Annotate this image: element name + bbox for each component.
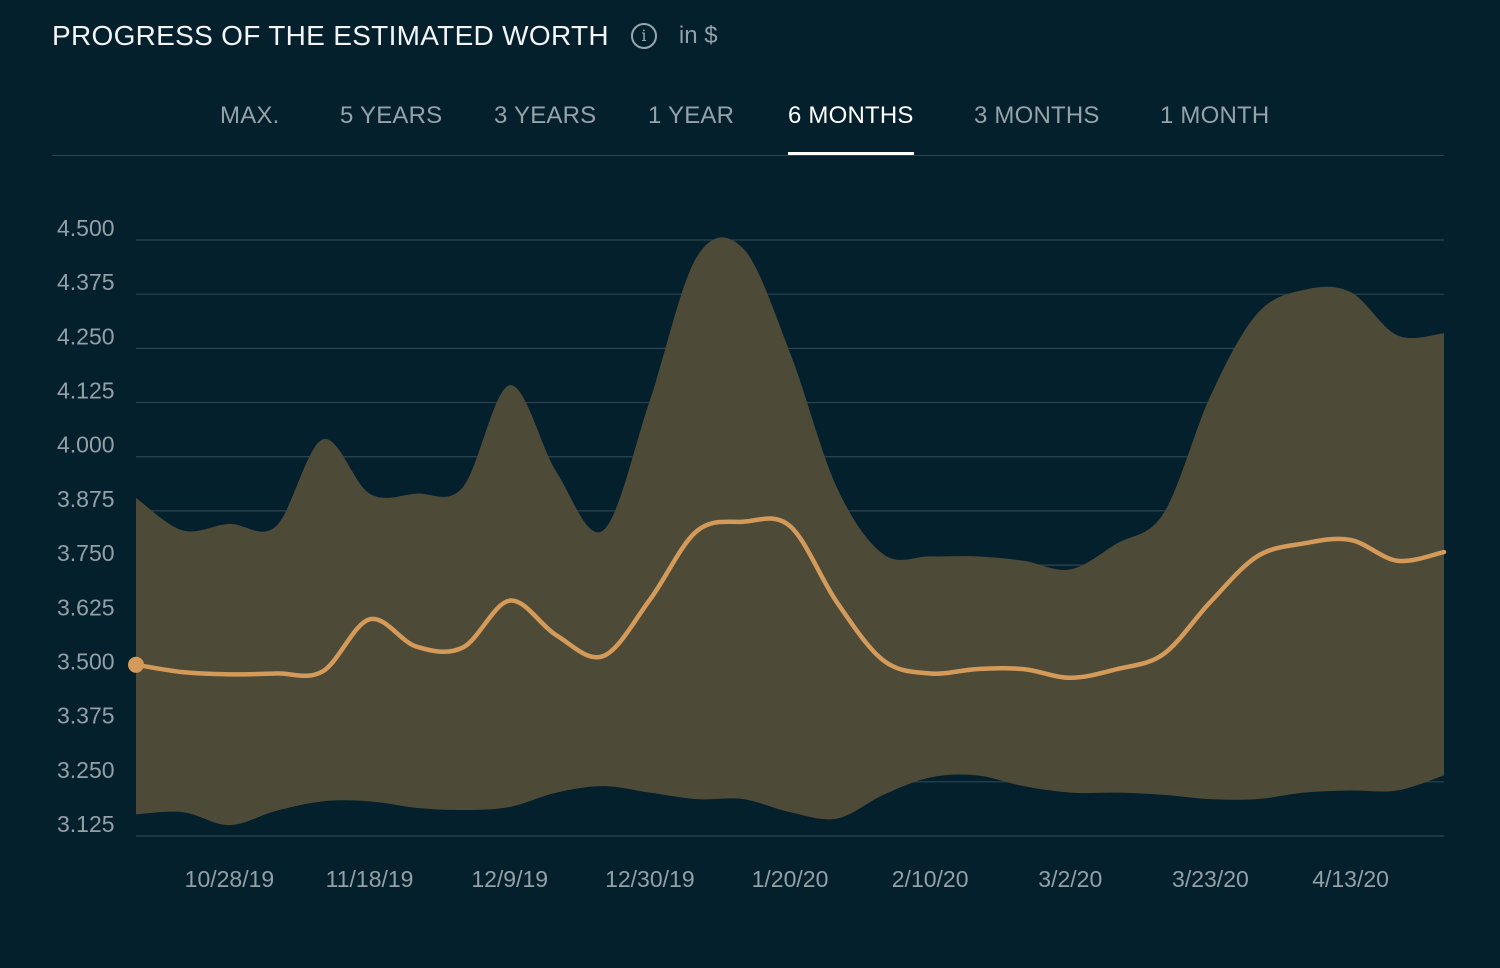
y-tick-label: 3.750 (57, 540, 115, 566)
chart-header: PROGRESS OF THE ESTIMATED WORTH i in $ (52, 14, 718, 58)
x-tick-label: 3/23/20 (1172, 866, 1249, 892)
y-tick-label: 4.125 (57, 378, 115, 404)
x-tick-label: 11/18/19 (326, 866, 414, 892)
x-tick-label: 4/13/20 (1312, 866, 1389, 892)
y-tick-label: 4.000 (57, 432, 115, 458)
x-tick-label: 10/28/19 (185, 866, 275, 892)
info-icon[interactable]: i (630, 23, 657, 49)
tab-max[interactable]: MAX. (220, 102, 280, 129)
x-tick-label: 12/30/19 (605, 866, 695, 892)
y-tick-label: 4.250 (57, 323, 115, 349)
x-tick-label: 1/20/20 (752, 866, 829, 892)
chart-title: PROGRESS OF THE ESTIMATED WORTH (52, 20, 609, 51)
tab-6-months[interactable]: 6 MONTHS (788, 92, 914, 155)
x-axis-ticks: 10/28/19 11/18/19 12/9/19 12/30/19 1/20/20 2/… (185, 866, 1389, 892)
unit-label: in $ (678, 22, 718, 49)
tab-3-years[interactable]: 3 YEARS (494, 102, 597, 129)
estimated-worth-line (133, 516, 1447, 681)
y-tick-label: 3.875 (57, 486, 115, 512)
y-tick-label: 4.500 (57, 215, 115, 241)
x-tick-label: 3/2/20 (1038, 866, 1102, 892)
x-tick-label: 2/10/20 (892, 866, 969, 892)
tab-3-months[interactable]: 3 MONTHS (974, 102, 1100, 129)
y-tick-label: 3.500 (57, 648, 115, 674)
x-tick-label: 12/9/19 (471, 866, 548, 892)
y-tick-label: 4.375 (57, 269, 115, 295)
y-tick-label: 3.625 (57, 594, 115, 620)
tab-1-month[interactable]: 1 MONTH (1160, 102, 1270, 129)
series-start-point[interactable] (128, 656, 144, 673)
time-range-tabs: MAX. 5 YEARS 3 YEARS 1 YEAR 6 MONTHS 3 M… (52, 92, 1444, 156)
tab-5-years[interactable]: 5 YEARS (340, 102, 443, 129)
y-axis-ticks: 4.500 4.375 4.250 4.125 4.000 3.875 3.750 3.625… (57, 215, 115, 837)
tab-1-year[interactable]: 1 YEAR (648, 102, 735, 129)
estimate-range-band (136, 237, 1444, 826)
y-tick-label: 3.125 (57, 811, 115, 837)
y-tick-label: 3.250 (57, 757, 115, 783)
y-tick-label: 3.375 (57, 703, 115, 729)
